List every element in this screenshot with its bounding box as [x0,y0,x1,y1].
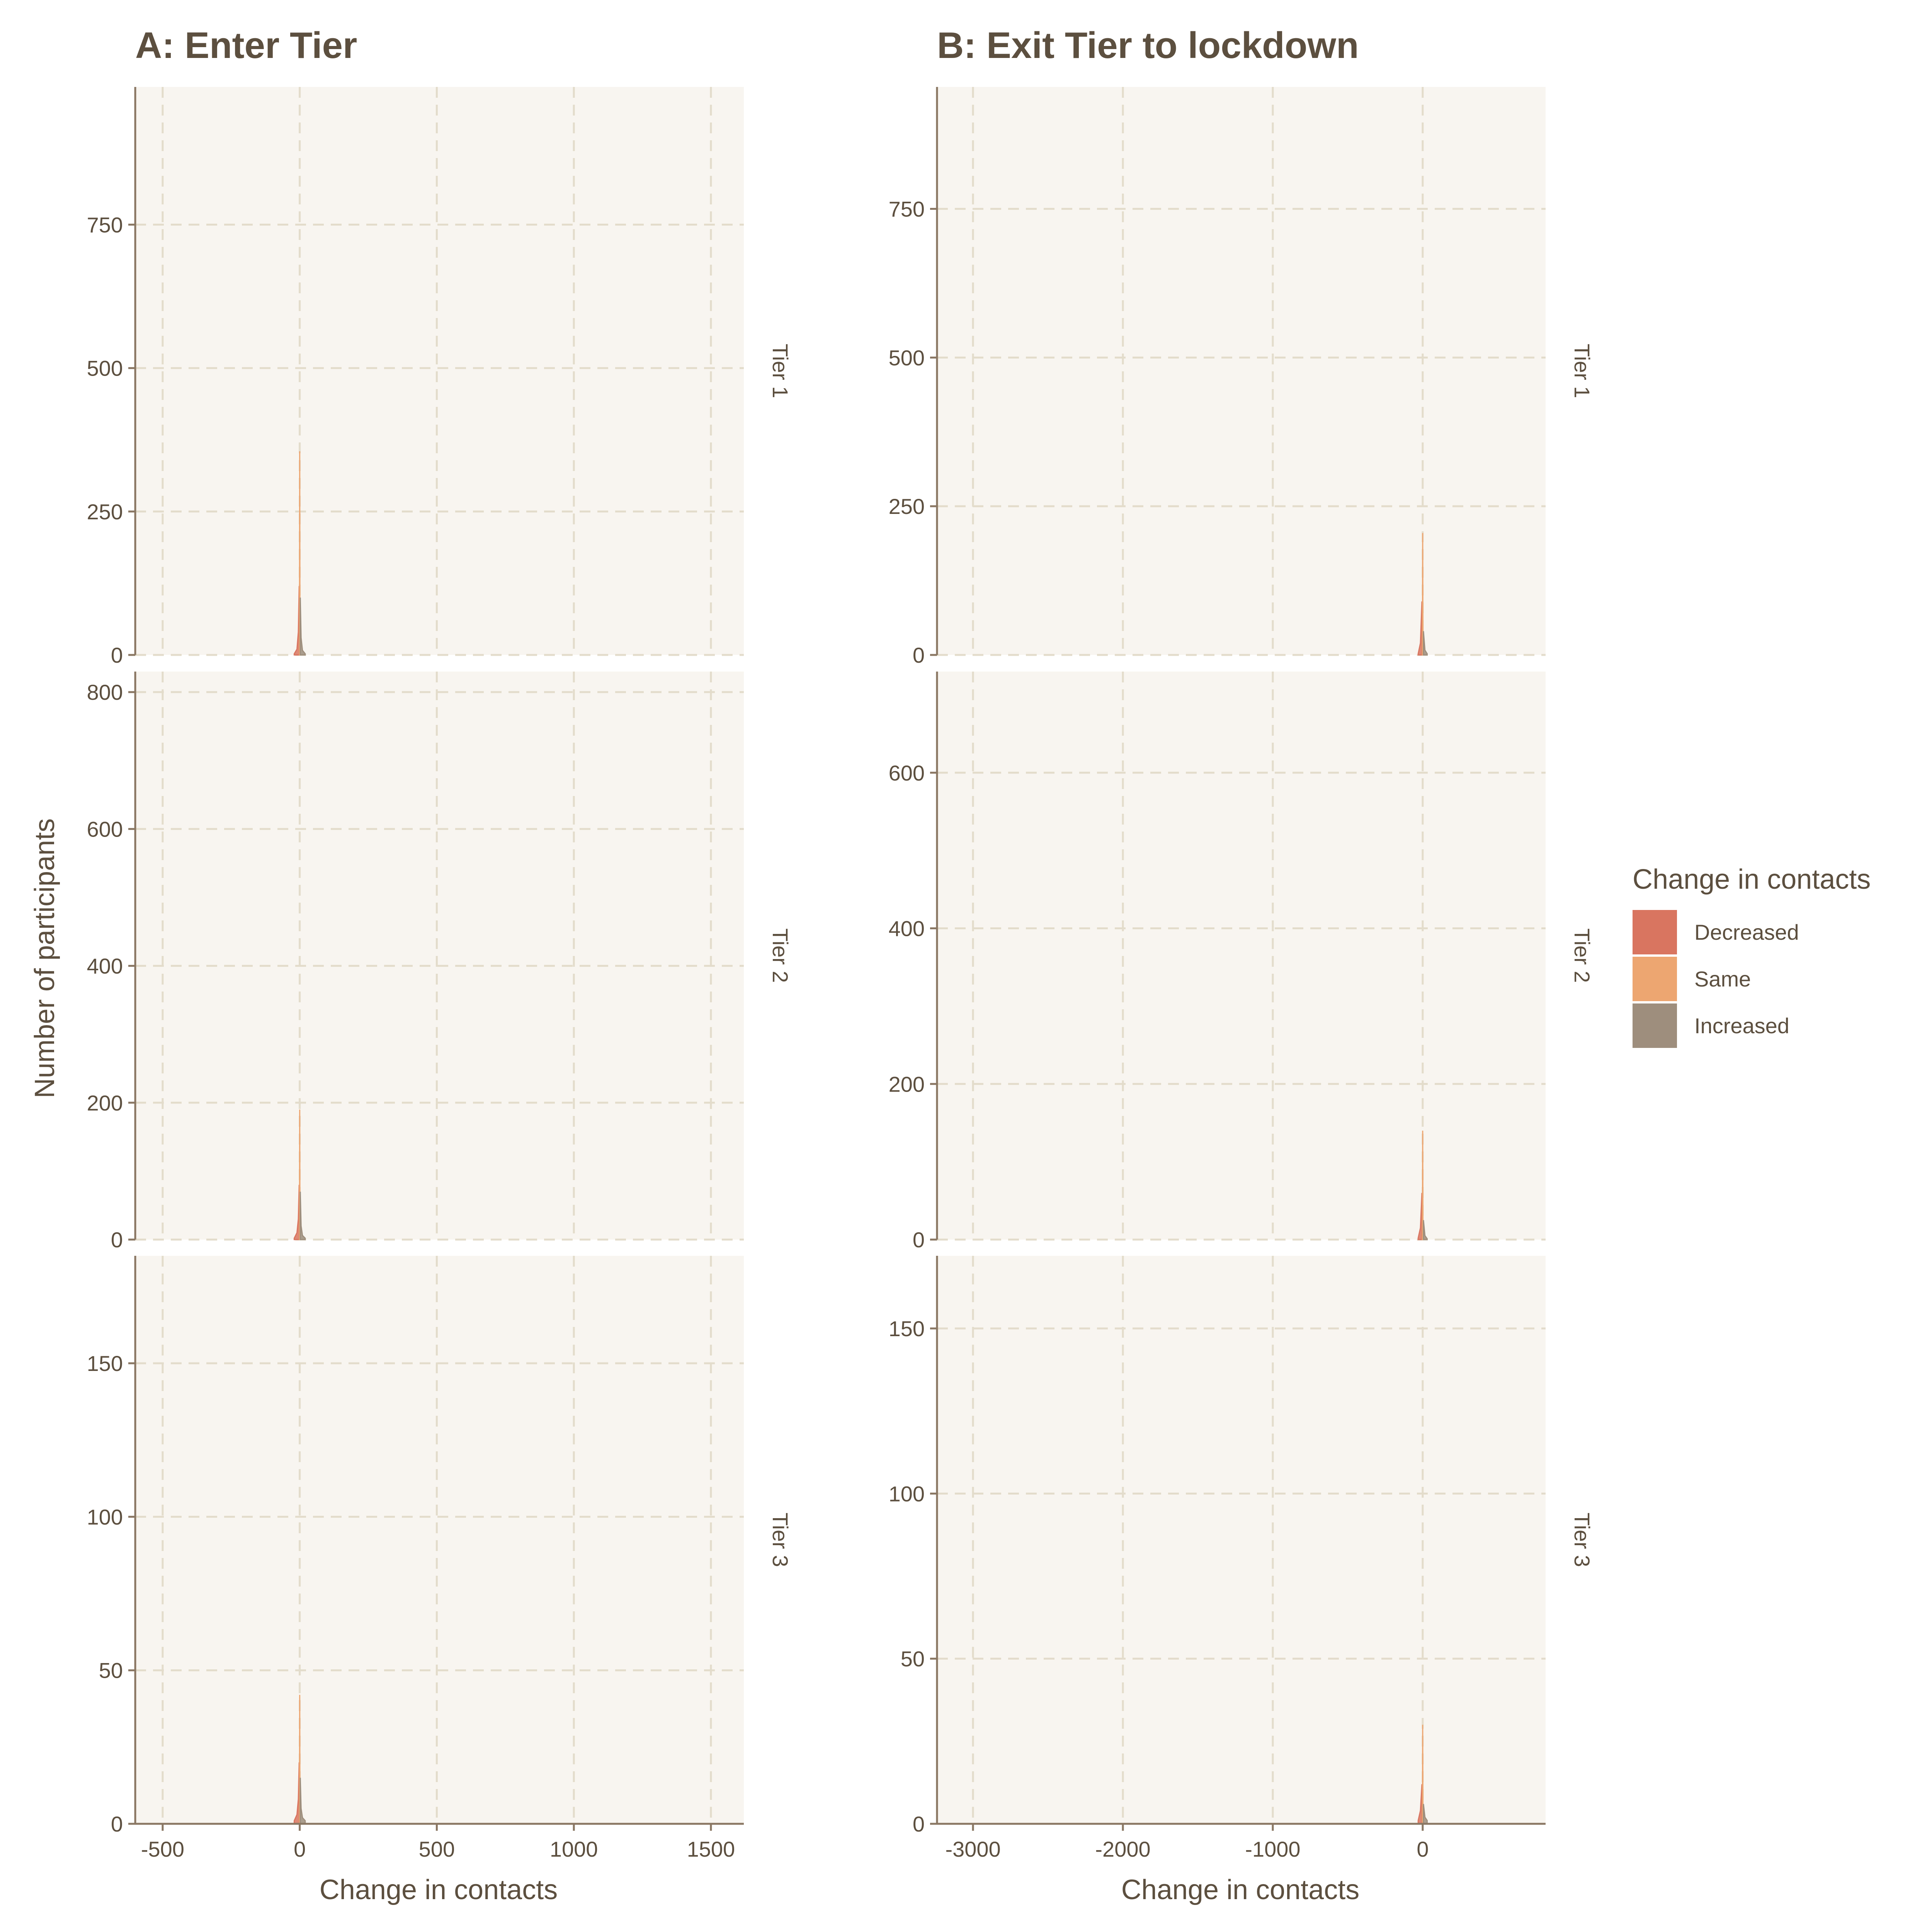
panel-b-tier-1-area-increased [1423,631,1428,656]
panel-b-tier-3-background [937,1256,1546,1824]
legend-title: Change in contacts [1633,864,1871,895]
panel-b-tier-2-strip-label: Tier 2 [1570,928,1594,983]
panel-b-x-tick-label: -1000 [1245,1837,1300,1861]
panel-b-tier-2-y-tick-label: 600 [889,761,925,785]
legend-key-same [1633,957,1677,1001]
panel-b-x-tick-label: -3000 [945,1837,1000,1861]
panel-b-title: B: Exit Tier to lockdown [937,25,1359,66]
panel-b-tier-3: 0 50 100 150 Tier 3 -3000 -2000 -1000 0 [889,1256,1594,1861]
panel-a-tier-1-y-tick-label: 500 [87,356,123,381]
panel-a-tier-2-background [135,672,744,1240]
panel-a-x-tick-label: 500 [419,1837,455,1861]
panel-a-tier-1: 0 250 500 750 Tier 1 [87,87,793,667]
panel-a-tier-2-y-tick-label: 600 [87,817,123,841]
panel-b-tier-2-area-same [1422,1131,1424,1240]
panel-b-tier-1-y-tick-label: 250 [889,494,925,519]
panel-a-tier-3-y-tick-label: 100 [87,1505,123,1529]
panel-b-tier-2-y-tick-label: 0 [913,1228,925,1252]
panel-b-tier-1-background [937,87,1546,655]
panel-b-tier-3-y-tick-label: 100 [889,1481,925,1506]
panel-b-x-tick-label: -2000 [1095,1837,1150,1861]
panel-b-tier-1-strip-label: Tier 1 [1570,344,1594,398]
panel-a-tier-2-y-tick-label: 800 [87,680,123,704]
panel-b-tier-3-y-tick-label: 50 [901,1647,925,1671]
panel-b-tier-2-area-increased [1423,1220,1428,1240]
legend-key-decreased [1633,910,1677,954]
panel-a-tier-2-strip-label: Tier 2 [768,928,793,983]
panel-b-x-axis-title: Change in contacts [1121,1874,1359,1905]
panel-b-tier-3-strip-label: Tier 3 [1570,1512,1594,1567]
legend-key-increased [1633,1003,1677,1048]
panel-a-tier-1-y-tick-label: 250 [87,500,123,524]
panel-b-tier-1-y-tick-label: 0 [913,643,925,667]
panel-b-tier-2: 0 200 400 600 Tier 2 [889,672,1594,1252]
panel-a-x-tick-label: -500 [141,1837,184,1861]
panel-a-tier-2: 0 200 400 600 800 Tier 2 [87,672,793,1252]
panel-a-tier-3-y-tick-label: 150 [87,1351,123,1376]
legend: Change in contacts Decreased Same Increa… [1633,864,1871,1048]
y-axis-title: Number of participants [29,818,60,1098]
panel-b-tier-3-y-tick-label: 0 [913,1812,925,1836]
panel-a-title: A: Enter Tier [135,25,357,66]
panel-a-tier-2-area-increased [299,1191,306,1240]
panel-b-tier-2-area-decreased [1417,1193,1423,1240]
panel-a-tier-1-area-increased [299,597,306,656]
panel-a-tier-2-y-tick-label: 400 [87,954,123,978]
panel-b-tier-1-y-tick-label: 750 [889,197,925,221]
legend-label-decreased: Decreased [1694,920,1799,944]
panel-a-tier-3-strip-label: Tier 3 [768,1512,793,1567]
panel-b-tier-2-y-tick-label: 400 [889,917,925,941]
panel-a-tier-3: 0 50 100 150 Tier 3 -500 0 500 1000 1500 [87,1256,793,1861]
panel-a-tier-1-strip-label: Tier 1 [768,344,793,398]
panel-b-tier-2-background [937,672,1546,1240]
panel-b-x-tick-label: 0 [1417,1837,1429,1861]
panel-a-tier-3-y-tick-label: 50 [99,1658,123,1683]
panel-a-tier-3-background [135,1256,744,1824]
panel-a-tier-2-y-tick-label: 200 [87,1091,123,1115]
panel-a-tier-1-background [135,87,744,655]
panel-b-tier-1-area-decreased [1417,601,1423,656]
legend-label-same: Same [1694,967,1751,991]
panel-b-tier-1-y-tick-label: 500 [889,345,925,370]
panel-a-x-axis-title: Change in contacts [320,1874,558,1905]
panel-b-tier-1: 0 250 500 750 Tier 1 [889,87,1594,667]
panel-b-tier-2-y-tick-label: 200 [889,1072,925,1096]
panel-a-x-tick-label: 1000 [550,1837,598,1861]
panel-a-tier-2-y-tick-label: 0 [111,1228,123,1252]
legend-label-increased: Increased [1694,1014,1789,1038]
panel-a-tier-3-y-tick-label: 0 [111,1812,123,1836]
panel-b-tier-3-y-tick-label: 150 [889,1316,925,1341]
panel-a-x-tick-label: 0 [294,1837,306,1861]
panel-b-tier-1-area-same [1422,533,1424,656]
panel-a-x-tick-label: 1500 [687,1837,735,1861]
panel-a-tier-1-y-tick-label: 750 [87,213,123,237]
panel-a-tier-1-y-tick-label: 0 [111,643,123,667]
